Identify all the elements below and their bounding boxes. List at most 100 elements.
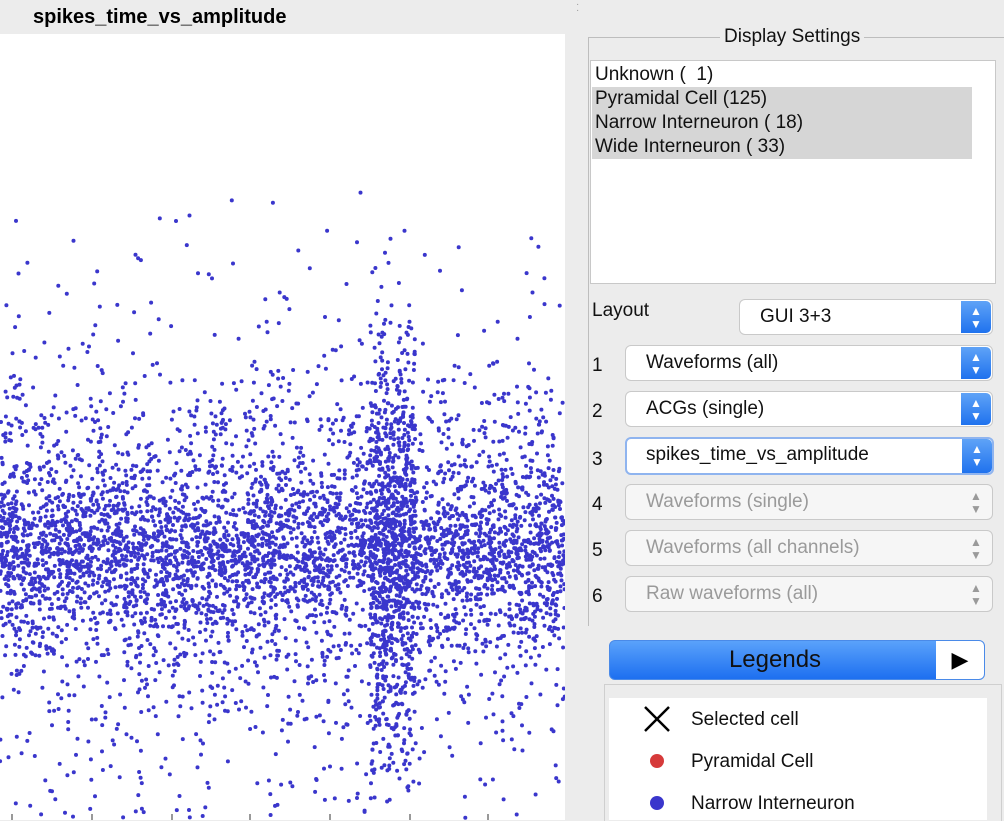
- spike-point: [91, 637, 96, 642]
- spike-point: [562, 587, 565, 592]
- spike-point: [548, 612, 553, 617]
- spike-point: [363, 623, 368, 628]
- spike-point: [20, 532, 25, 537]
- spike-point: [490, 583, 495, 588]
- spike-point: [43, 514, 48, 519]
- spike-point: [43, 420, 48, 425]
- spike-point: [503, 532, 508, 536]
- spike-point: [212, 692, 217, 697]
- spike-point: [299, 480, 304, 485]
- spike-point: [479, 520, 483, 525]
- scatter-plot[interactable]: [0, 34, 565, 820]
- spike-point: [342, 569, 347, 574]
- spike-point: [182, 606, 187, 611]
- spike-point: [201, 603, 206, 608]
- spike-point: [32, 561, 37, 566]
- spike-point: [75, 586, 80, 591]
- spike-point: [108, 561, 113, 566]
- spike-point: [194, 467, 198, 472]
- spike-point: [27, 633, 31, 638]
- spike-point: [511, 534, 516, 538]
- spike-point: [86, 646, 91, 651]
- spike-point: [168, 519, 173, 524]
- spike-point: [22, 560, 27, 565]
- spike-point: [506, 391, 511, 396]
- spike-point: [31, 510, 35, 515]
- spike-point: [45, 651, 50, 656]
- spike-point: [346, 432, 351, 437]
- spike-point: [215, 702, 220, 707]
- spike-point: [464, 627, 469, 632]
- spike-point: [283, 590, 288, 595]
- spike-point: [497, 512, 502, 517]
- spike-point: [332, 624, 337, 629]
- spike-point: [74, 518, 79, 523]
- spike-point: [208, 521, 213, 526]
- spike-point: [451, 534, 456, 539]
- spike-point: [467, 504, 472, 509]
- spike-point: [255, 534, 260, 539]
- spike-point: [327, 587, 332, 592]
- spike-point: [349, 705, 354, 710]
- spike-point: [119, 516, 124, 521]
- spike-point: [502, 391, 506, 396]
- spike-point: [337, 530, 342, 535]
- splitter-handle[interactable]: · ·: [576, 0, 580, 16]
- spike-point: [155, 602, 160, 607]
- spike-point: [356, 509, 361, 514]
- spike-point: [428, 558, 433, 563]
- spike-point: [402, 389, 407, 394]
- spike-point: [220, 700, 225, 705]
- spike-point: [285, 467, 290, 472]
- spike-point: [95, 508, 100, 513]
- spike-point: [342, 537, 347, 542]
- spike-point: [388, 431, 393, 436]
- spike-point: [241, 506, 246, 511]
- spike-point: [7, 574, 12, 578]
- spike-point: [239, 531, 244, 536]
- spike-point: [534, 495, 539, 500]
- spike-point: [188, 433, 193, 438]
- spike-point: [49, 602, 54, 607]
- spike-point: [38, 445, 43, 450]
- spike-point: [200, 651, 205, 656]
- spike-point: [194, 405, 199, 410]
- spike-point: [264, 538, 269, 543]
- spike-point: [307, 548, 312, 553]
- spike-point: [407, 600, 412, 605]
- spike-point: [392, 484, 397, 489]
- spike-point: [399, 506, 404, 511]
- spike-point: [206, 581, 211, 586]
- spike-point: [286, 518, 290, 523]
- spike-point: [265, 523, 270, 528]
- spike-point: [46, 626, 51, 631]
- spike-point: [450, 442, 454, 447]
- spike-point: [491, 557, 495, 562]
- spike-point: [355, 521, 359, 526]
- spike-point: [157, 670, 162, 675]
- spike-point: [407, 761, 412, 766]
- spike-point: [218, 426, 223, 431]
- spike-point: [426, 587, 431, 592]
- spike-point: [219, 505, 224, 510]
- spike-point: [0, 420, 3, 424]
- spike-point: [258, 645, 263, 650]
- spike-point: [506, 551, 511, 555]
- spike-point: [438, 463, 443, 468]
- spike-point: [376, 332, 381, 337]
- spike-point: [374, 707, 379, 712]
- spike-point: [326, 461, 331, 466]
- spike-point: [360, 464, 365, 469]
- spike-point: [550, 629, 555, 634]
- spike-point: [170, 673, 175, 678]
- spike-point: [503, 491, 508, 496]
- spike-point: [285, 541, 290, 546]
- spike-point: [474, 522, 479, 527]
- spike-point: [183, 620, 187, 624]
- spike-point: [99, 528, 104, 533]
- spike-point: [318, 555, 323, 560]
- spike-point: [28, 464, 33, 469]
- spike-point: [43, 539, 48, 544]
- spike-point: [15, 539, 20, 544]
- spike-point: [174, 461, 179, 466]
